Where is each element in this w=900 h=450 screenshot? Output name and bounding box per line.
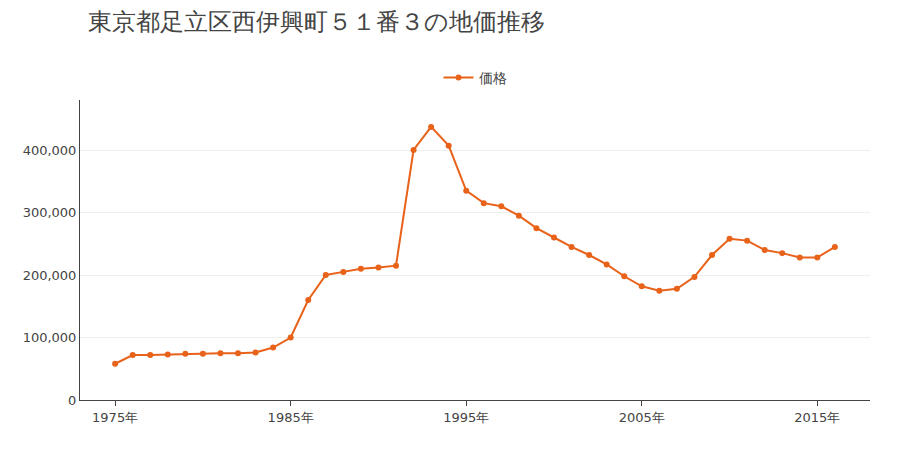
svg-text:100,000: 100,000	[23, 330, 77, 345]
svg-text:東京都足立区西伊興町５１番３の地価推移: 東京都足立区西伊興町５１番３の地価推移	[88, 8, 545, 36]
svg-text:1995年: 1995年	[443, 410, 489, 425]
svg-text:300,000: 300,000	[23, 205, 77, 220]
svg-text:2015年: 2015年	[794, 410, 840, 425]
svg-text:200,000: 200,000	[23, 268, 77, 283]
svg-text:1975年: 1975年	[92, 410, 138, 425]
svg-text:0: 0	[68, 393, 76, 408]
svg-text:400,000: 400,000	[23, 143, 77, 158]
svg-text:2005年: 2005年	[619, 410, 665, 425]
svg-text:1985年: 1985年	[268, 410, 314, 425]
svg-text:価格: 価格	[479, 70, 507, 86]
